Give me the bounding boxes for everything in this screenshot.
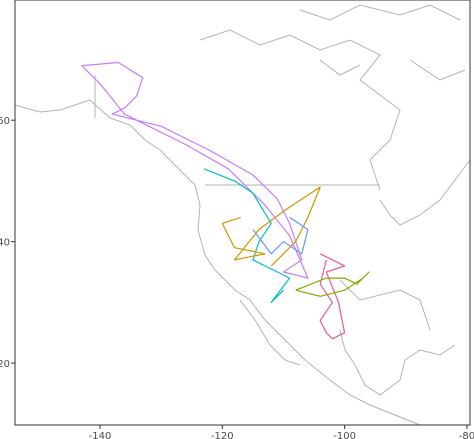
y-tick-label: 60 [0, 116, 10, 127]
track [252, 216, 309, 255]
track [203, 168, 291, 303]
y-tick-label: 40 [0, 238, 10, 249]
x-tick-label: -80 [459, 431, 474, 439]
y-tick-label: 20 [0, 359, 10, 370]
coastlines [14, 4, 471, 426]
track [319, 253, 346, 340]
x-tick-label: -140 [89, 431, 112, 439]
x-tick-label: -120 [211, 431, 234, 439]
track [221, 186, 321, 267]
track [295, 271, 370, 297]
plot-frame [14, 0, 471, 426]
track [81, 61, 309, 279]
x-tick-label: -100 [333, 431, 356, 439]
